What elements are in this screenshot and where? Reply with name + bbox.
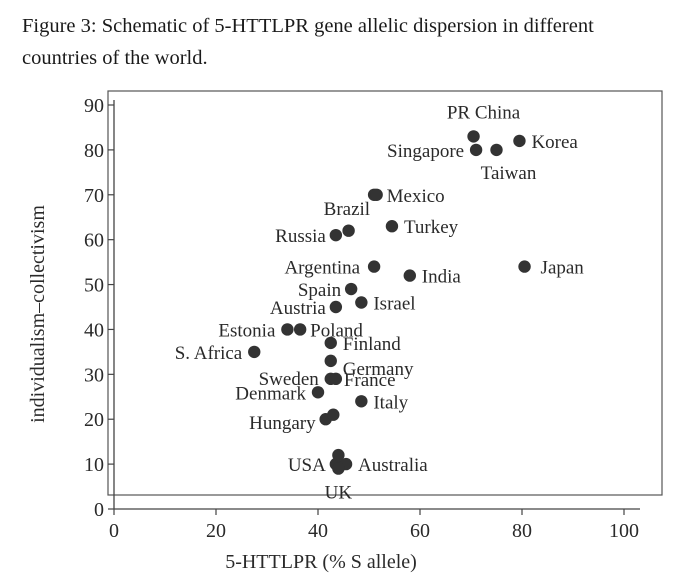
data-point [355, 296, 368, 309]
data-point [518, 260, 531, 273]
point-label: Singapore [387, 141, 464, 162]
point-label: PR China [447, 102, 521, 123]
x-tick-label: 20 [206, 520, 226, 542]
data-point [467, 130, 480, 143]
point-label: Argentina [284, 258, 360, 279]
y-tick-label: 20 [84, 409, 104, 431]
point-label: S. Africa [175, 343, 243, 364]
point-label: Sweden [259, 369, 320, 390]
point-label: Korea [531, 132, 578, 153]
point-label: Brazil [324, 199, 370, 220]
data-point [281, 323, 294, 336]
point-label: Russia [275, 226, 326, 247]
data-point [332, 448, 345, 462]
point-label: Japan [541, 258, 585, 279]
data-point [367, 260, 381, 273]
data-point [329, 372, 343, 386]
x-axis-label: 5-HTTLPR (% S allele) [225, 551, 417, 573]
point-label: France [344, 370, 396, 391]
axes: 0 10 20 30 40 50 60 70 80 90 0 20 40 60 80 100 [84, 95, 640, 542]
data-point [342, 224, 355, 237]
point-label: Mexico [387, 186, 445, 207]
data-point [329, 228, 343, 242]
y-tick-label: 60 [84, 230, 104, 252]
data-point [403, 269, 416, 282]
y-tick-label: 70 [84, 185, 104, 207]
data-points [248, 130, 531, 475]
point-label: Denmark [235, 383, 306, 404]
y-tick-label: 0 [94, 499, 104, 521]
point-label: Spain [298, 280, 342, 301]
figure-caption: Figure 3: Schematic of 5-HTTLPR gene all… [22, 15, 594, 69]
y-tick-label: 90 [84, 95, 104, 117]
x-tick-label: 40 [308, 520, 328, 542]
y-axis-label: individualism–collectivism [27, 205, 49, 423]
data-point [469, 143, 483, 157]
point-label: Italy [373, 392, 408, 413]
data-point [293, 323, 307, 336]
scatter-chart-svg: 0 10 20 30 40 50 60 70 80 90 0 20 40 60 80 100 PR China… [27, 90, 663, 573]
point-label: Germany [343, 359, 414, 380]
data-point [344, 282, 358, 296]
data-point [324, 336, 337, 350]
point-label: Estonia [218, 320, 276, 341]
point-label: India [422, 267, 462, 288]
data-point [332, 462, 345, 475]
point-label: Taiwan [481, 163, 537, 184]
data-point [311, 386, 325, 399]
point-label: USA [288, 455, 326, 476]
point-label: UK [325, 483, 353, 504]
scatter-chart: 0 10 20 30 40 50 60 70 80 90 0 20 40 60 80 100 PR China… [14, 84, 668, 580]
x-tick-label: 100 [609, 520, 639, 542]
data-point [385, 220, 399, 233]
point-label: Austria [270, 298, 327, 319]
x-tick-label: 60 [410, 520, 430, 542]
data-point [490, 143, 503, 157]
y-tick-label: 30 [84, 364, 104, 386]
data-point [513, 134, 526, 148]
point-label: Israel [373, 294, 415, 315]
data-point [248, 345, 261, 359]
y-tick-label: 40 [84, 319, 104, 341]
data-point [355, 395, 368, 408]
point-label: Finland [343, 334, 402, 355]
data-point [329, 300, 343, 314]
y-tick-label: 10 [84, 454, 104, 476]
x-tick-label: 80 [512, 520, 532, 542]
data-point [327, 408, 340, 421]
point-label: Poland [310, 320, 363, 341]
point-label: Turkey [404, 217, 459, 238]
y-tick-label: 80 [84, 140, 104, 162]
plot-frame [107, 90, 663, 496]
point-labels: PR China Singapore Taiwan Korea Brazil Mexico… [175, 102, 585, 503]
data-point [370, 188, 383, 201]
point-label: Australia [358, 455, 428, 476]
y-tick-label: 50 [84, 275, 104, 297]
data-point [324, 354, 337, 368]
x-tick-label: 0 [109, 520, 119, 542]
point-label: Hungary [249, 413, 316, 434]
